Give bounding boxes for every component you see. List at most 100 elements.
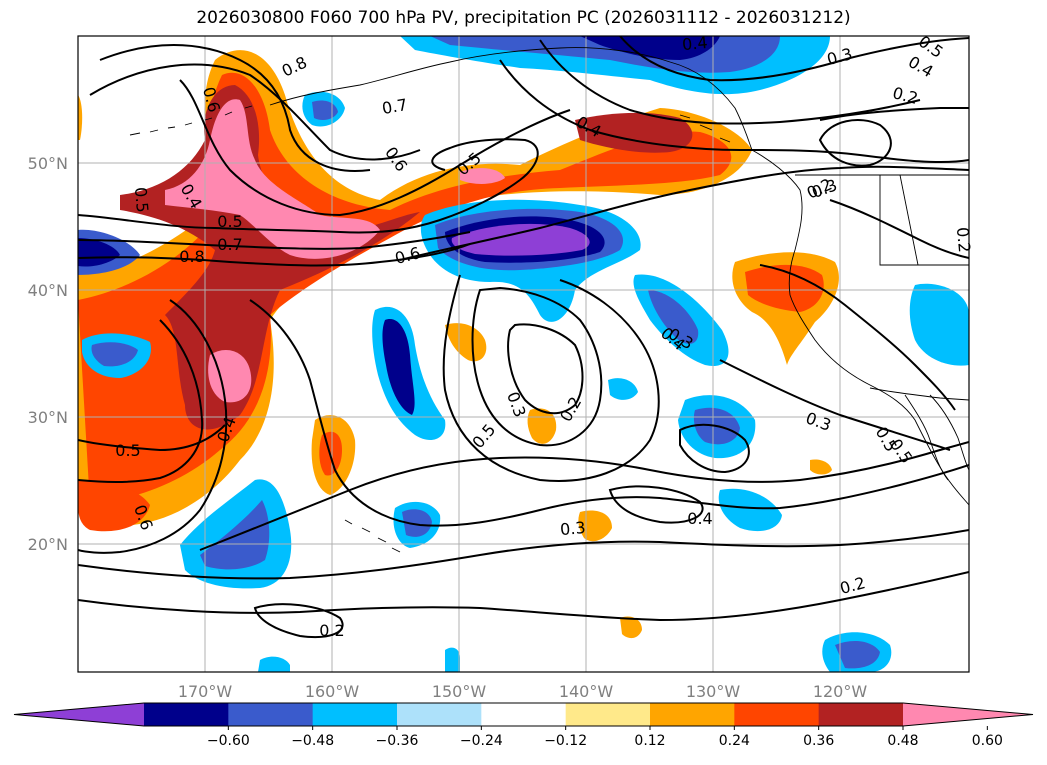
colorbar-segment [650,703,735,726]
contour-label: 0.5 [115,441,140,460]
coastline-bc-pacific-nw [751,149,969,506]
coastline-mexico-gulf [929,394,969,471]
contour-0-4-center [471,286,603,447]
precip-positive-patch-2 [78,479,150,532]
contour-0-3-west-lobe [78,424,226,452]
contour-0-7-north [89,63,421,161]
precip-negative-patch-9 [909,283,969,366]
contour-0-2-loop [818,119,892,167]
contour-0-3-center [507,323,584,415]
precip-positive-peak-3 [460,168,505,184]
colorbar-segment [734,703,820,726]
coastlines [129,47,969,553]
contour-0-3-loop-east [679,423,750,474]
precip-negative-patch-4-core [200,500,270,570]
colorbar-segment [228,703,314,726]
colorbar-tick-label: 0.12 [634,733,665,749]
colorbar: −0.60 −0.48 −0.36 −0.24 −0.12 0.12 0.24 0.36 0.4… [13,702,1034,749]
border-canada-interior [879,175,969,266]
coastline-baja [904,394,949,481]
colorbar-tick-label: −0.24 [460,733,503,749]
contour-label: 0.3 [559,518,586,539]
contour-label: 0.2 [319,621,344,640]
contour-0-8-north [99,44,371,172]
contour-0-5-center [442,274,660,482]
contour-label: 0.5 [217,212,242,231]
precip-positive-peak-2 [208,350,252,403]
colorbar-tick-label: −0.12 [544,733,587,749]
colorbar-tick-label: −0.60 [207,733,250,749]
lon-label-140w: 140°W [559,682,614,701]
contour-0-4-south [199,441,969,551]
lon-label-150w: 150°W [432,682,487,701]
precip-negative-patch-5-core [402,509,432,537]
precip-positive-patch-9 [78,95,83,140]
colorbar-tick-label: −0.48 [291,733,334,749]
contour-0-8-wave [78,243,471,267]
lat-label-40n: 40°N [28,281,68,300]
lat-label-20n: 20°N [28,535,68,554]
contour-0-4-west-s [78,299,228,554]
contour-0-5-west-s [78,319,204,483]
border-us-mexico [869,387,969,401]
colorbar-segment [481,703,567,726]
precip-positive-patch-6 [578,510,612,542]
precip-negative-patch-2-core [648,290,699,344]
colorbar-tick-label: 0.36 [803,733,834,749]
precip-negative-patch-1-core [382,319,415,415]
contour-0-3-east-mid [719,359,951,451]
contour-label: 0.5 [131,186,152,213]
colorbar-tick-label: 0.24 [719,733,750,749]
precip-positive-patch-1-core [745,264,824,312]
precip-negative-west-core [78,238,120,267]
precip-negative-main-peak [451,223,590,256]
colorbar-segment [144,703,229,726]
contour-0-6-north [179,79,571,217]
precip-negative-patch-11 [258,656,290,672]
coastline-hawaii [344,519,401,553]
contour-0-5-wave [78,138,539,234]
colorbar-tick-label: 0.48 [887,733,918,749]
colorbar-segment [312,703,398,726]
contour-label: 0.4 [681,33,708,54]
colorbar-tick-label: −0.36 [376,733,419,749]
precip-negative-patch-13 [608,378,638,400]
precip-negative-patch-12 [445,647,460,672]
colorbar-segment [565,703,651,726]
lon-label-120w: 120°W [813,682,868,701]
contour-label: 0.4 [687,509,712,528]
contour-0-5-east [499,59,969,164]
lat-label-50n: 50°N [28,154,68,173]
coastline-aleutians [129,105,253,136]
contour-0-6-main [399,165,969,261]
contour-0-2-south [78,571,969,622]
pv-contours [78,36,969,638]
precip-positive-east-strong [575,112,693,153]
precip-negative-north-core [580,36,720,60]
precip-positive-strong [120,85,420,430]
precip-positive-patch-7 [620,616,642,639]
colorbar-extend-high [903,703,1033,726]
contour-label: 0.7 [381,95,409,118]
contour-0-4-east [539,39,921,125]
contour-0-2-east [819,107,969,121]
border-us-state [899,174,919,266]
contour-0-4-loop-south [608,485,704,524]
precip-positive-peak [165,99,380,259]
colorbar-segment [818,703,904,726]
map-frame [77,35,970,673]
lat-label-30n: 30°N [28,408,68,427]
gridlines [78,36,969,672]
contour-0-7-wave [78,231,471,250]
lon-label-170w: 170°W [178,682,233,701]
coastline-alaska-islands [679,114,731,143]
colorbar-tick-label: 0.60 [972,733,1003,749]
precip-negative-patch-10-core [835,640,880,669]
precip-positive-patch-4 [445,323,487,362]
colorbar-outline [13,702,1034,727]
contour-0-4-east-mid [759,264,956,411]
contour-0-2-small-loop [253,603,344,638]
contour-label: 0.2 [953,226,974,253]
coastline-alaska [269,47,753,151]
lon-label-130w: 130°W [686,682,741,701]
